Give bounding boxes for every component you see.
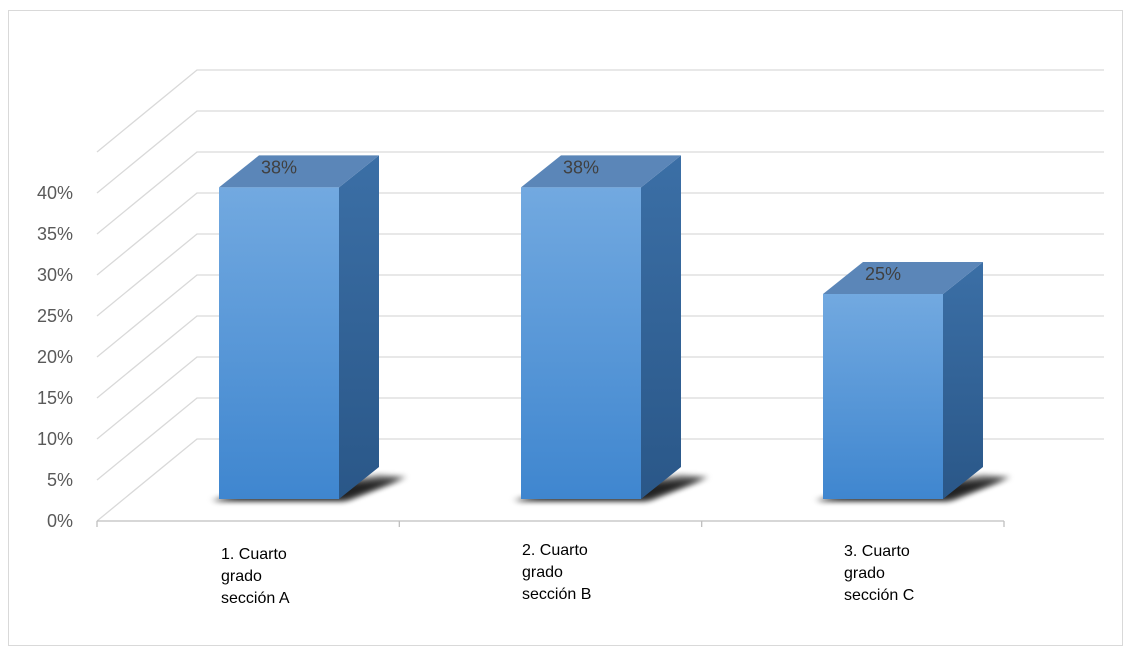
data-labels: 38% 38% 25%: [261, 157, 901, 284]
bar-front-face: [521, 187, 641, 499]
gridline: [96, 356, 1104, 440]
y-tick-label: 5%: [47, 470, 73, 490]
y-tick-label: 30%: [37, 265, 73, 285]
bar-side-face: [943, 262, 983, 499]
bar-side-face: [339, 155, 379, 499]
axes: [96, 520, 1005, 527]
gridline: [96, 151, 1104, 235]
x-category-label-line: sección B: [522, 586, 591, 603]
x-category-label-line: grado: [844, 565, 885, 582]
data-label: 25%: [865, 264, 901, 284]
bar: [209, 155, 407, 501]
y-tick-label: 10%: [37, 429, 73, 449]
x-axis-category-labels: 1. Cuarto grado sección A 2. Cuarto grado sec…: [221, 542, 914, 607]
chart-frame: 0% 5% 10% 15% 20% 25% 30% 35% 40% 38% 38% 25% 1. C…: [8, 10, 1123, 646]
y-tick-label: 0%: [47, 511, 73, 531]
bar-top-face: [219, 155, 379, 188]
y-tick-label: 35%: [37, 224, 73, 244]
data-label: 38%: [563, 157, 599, 177]
y-tick-label: 20%: [37, 347, 73, 367]
x-category-label: 2. Cuarto grado sección B: [522, 542, 591, 603]
bar-chart-3d: 0% 5% 10% 15% 20% 25% 30% 35% 40% 38% 38% 25% 1. C…: [37, 69, 1104, 607]
bar: [813, 262, 1011, 501]
gridline: [96, 274, 1104, 358]
bar-front-face: [823, 294, 943, 499]
bar-top-face: [521, 155, 681, 188]
bar-front-face: [219, 187, 339, 499]
data-label: 38%: [261, 157, 297, 177]
y-tick-label: 25%: [37, 306, 73, 326]
gridline: [96, 438, 1104, 522]
gridline: [96, 69, 1104, 153]
y-tick-label: 15%: [37, 388, 73, 408]
gridline: [96, 233, 1104, 317]
x-category-label-line: grado: [221, 568, 262, 585]
gridline: [96, 315, 1104, 399]
bar-side-face: [641, 155, 681, 499]
x-category-label-line: sección C: [844, 587, 914, 604]
y-tick-label: 40%: [37, 183, 73, 203]
x-category-label-line: 1. Cuarto: [221, 546, 287, 563]
bar: [511, 155, 709, 501]
x-category-label: 1. Cuarto grado sección A: [221, 546, 290, 607]
x-category-label-line: sección A: [221, 590, 290, 607]
x-category-label-line: 3. Cuarto: [844, 543, 910, 560]
y-axis-tick-labels: 0% 5% 10% 15% 20% 25% 30% 35% 40%: [37, 183, 73, 531]
x-category-label-line: grado: [522, 564, 563, 581]
gridline: [96, 397, 1104, 481]
bars: [209, 155, 1011, 501]
x-category-label-line: 2. Cuarto: [522, 542, 588, 559]
gridline: [96, 110, 1104, 194]
gridline: [96, 192, 1104, 276]
gridlines: [96, 69, 1104, 522]
x-category-label: 3. Cuarto grado sección C: [844, 543, 914, 604]
bar-top-face: [823, 262, 983, 294]
